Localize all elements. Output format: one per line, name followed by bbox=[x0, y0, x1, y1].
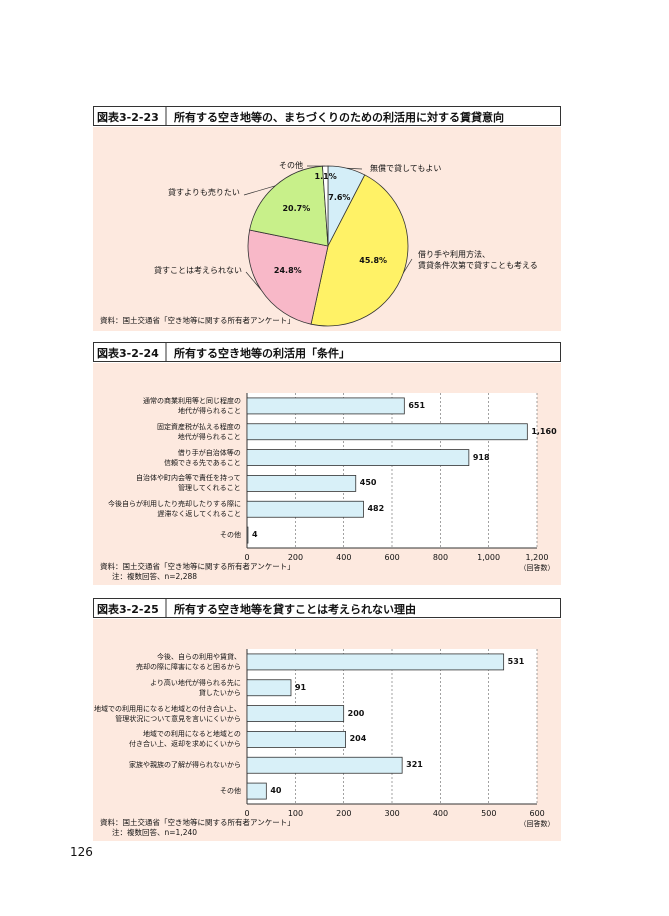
category-label: より高い地代が得られる先に 貸したいから bbox=[150, 678, 241, 697]
figure-label: 図表3-2-24 bbox=[97, 347, 159, 360]
bar-value-label: 4 bbox=[251, 530, 258, 540]
category-label: 貸すよりも売りたい bbox=[168, 188, 240, 197]
bar-value-label: 321 bbox=[406, 760, 423, 770]
x-tick-label: 600 bbox=[529, 809, 545, 818]
bar bbox=[246, 731, 346, 748]
figure-title: 所有する空き地等の、まちづくりのための利活用に対する賃貸意向 bbox=[174, 111, 504, 124]
pie-slice bbox=[249, 165, 329, 247]
bar-value-label: 482 bbox=[367, 504, 385, 514]
category-label: 家族や親族の了解が得られないから bbox=[129, 761, 241, 770]
bar-value-label: 450 bbox=[359, 478, 377, 488]
x-tick-label: 0 bbox=[244, 809, 250, 818]
category-label: 地域での利用になると地域との 付き合い上、返却を求めにくいから bbox=[129, 730, 241, 749]
category-label: 地域での利用用になると地域との付き合い上、 管理状況について意見を言いにくいから bbox=[94, 704, 241, 723]
pie-slice bbox=[310, 174, 409, 327]
figure-header bbox=[93, 106, 561, 126]
bar bbox=[246, 705, 345, 722]
bar bbox=[246, 526, 249, 544]
leader-line bbox=[245, 271, 262, 290]
slice-value-label: 20.7% bbox=[282, 203, 311, 213]
category-label: その他 bbox=[220, 787, 241, 796]
figure-header bbox=[93, 342, 561, 362]
figure-title: 所有する空き地等を貸すことは考えられない理由 bbox=[174, 603, 416, 616]
bar-value-label: 531 bbox=[507, 656, 525, 666]
bar bbox=[246, 423, 528, 441]
bar bbox=[246, 449, 470, 466]
x-tick-label: 200 bbox=[287, 553, 304, 562]
footnote: 注：複数回答、n=1,240 bbox=[112, 828, 198, 837]
x-tick-label: 800 bbox=[432, 553, 449, 562]
bar-value-label: 40 bbox=[270, 786, 282, 796]
bar-value-label: 200 bbox=[347, 708, 365, 718]
slice-value-label: 1.1% bbox=[314, 172, 337, 182]
category-label: その他 bbox=[279, 161, 303, 170]
bar bbox=[246, 475, 357, 492]
pie-slice bbox=[247, 229, 329, 325]
leader-line bbox=[346, 167, 363, 170]
figure-title: 所有する空き地等の利活用「条件」 bbox=[174, 347, 350, 360]
category-label: 借り手が自治体等の 信頼できる先であること bbox=[164, 448, 241, 467]
x-axis-unit: （回答数） bbox=[519, 820, 555, 828]
bar bbox=[246, 397, 405, 415]
page-number: 126 bbox=[70, 845, 93, 859]
bar bbox=[246, 782, 267, 800]
bar bbox=[246, 756, 403, 774]
x-tick-label: 500 bbox=[481, 809, 497, 818]
leader-line bbox=[402, 258, 413, 274]
x-axis-unit: （回答数） bbox=[519, 564, 555, 572]
bar bbox=[246, 679, 292, 697]
x-tick-label: 0 bbox=[244, 553, 250, 562]
slice-value-label: 45.8% bbox=[359, 256, 388, 266]
figure-label: 図表3-2-25 bbox=[97, 603, 159, 616]
source-note: 資料：国土交通省「空き地等に関する所有者アンケート」 bbox=[100, 316, 295, 325]
bar-value-label: 204 bbox=[349, 734, 367, 744]
category-label: 自治体や町内会等で責任を持って 管理してくれること bbox=[136, 474, 241, 493]
x-tick-label: 200 bbox=[336, 809, 352, 818]
category-label: 今後自らが利用したり売却したりする際に 遅滞なく返してくれること bbox=[108, 500, 241, 519]
x-tick-label: 400 bbox=[336, 553, 352, 562]
source-note: 資料：国土交通省「空き地等に関する所有者アンケート」 bbox=[100, 562, 295, 571]
category-label: 通常の商業利用等と同じ程度の 地代が得られること bbox=[143, 396, 241, 415]
x-tick-label: 400 bbox=[432, 809, 449, 818]
source-note: 資料：国土交通省「空き地等に関する所有者アンケート」 bbox=[100, 818, 295, 827]
x-tick-label: 300 bbox=[384, 809, 400, 818]
footnote: 注：複数回答、n=2,288 bbox=[112, 572, 198, 581]
slice-value-label: 24.8% bbox=[273, 266, 302, 276]
figure-label: 図表3-2-23 bbox=[97, 111, 159, 124]
category-label: 今後、自らの利用や賃貸、 売却の際に障害になると困るから bbox=[136, 652, 241, 671]
bar bbox=[246, 653, 505, 671]
category-label: その他 bbox=[220, 531, 241, 540]
category-label: 貸すことは考えられない bbox=[154, 266, 242, 275]
category-label: 固定資産税が払える程度の 地代が得られること bbox=[157, 422, 241, 441]
category-label: 無償で貸してもよい bbox=[370, 164, 442, 173]
bar-value-label: 651 bbox=[408, 400, 426, 410]
x-tick-label: 1,000 bbox=[477, 553, 501, 562]
bar bbox=[246, 500, 364, 518]
bar-value-label: 91 bbox=[294, 682, 307, 692]
leader-line bbox=[243, 185, 276, 196]
figure-header bbox=[93, 598, 561, 618]
x-tick-label: 600 bbox=[384, 553, 400, 562]
bar-value-label: 1,160 bbox=[531, 426, 557, 436]
x-tick-label: 100 bbox=[287, 809, 304, 818]
x-tick-label: 1,200 bbox=[525, 553, 549, 562]
bar-value-label: 918 bbox=[472, 452, 490, 462]
category-label: 借り手や利用方法、 賃貸条件次第で貸すことも考える bbox=[418, 250, 538, 270]
slice-value-label: 7.6% bbox=[328, 193, 351, 203]
